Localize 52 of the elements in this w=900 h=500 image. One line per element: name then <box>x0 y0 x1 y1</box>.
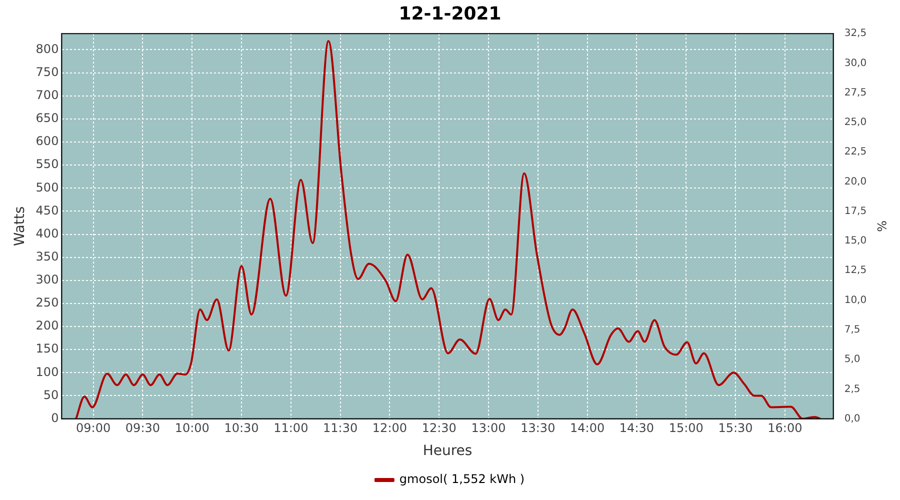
y2-tick-label: 20,0 <box>844 176 867 188</box>
y-tick-label: 300 <box>36 272 59 287</box>
y-tick-label: 200 <box>36 318 59 333</box>
y2-tick-label: 12,5 <box>844 265 867 276</box>
x-tick-label: 13:30 <box>520 421 556 436</box>
x-tick-label: 09:30 <box>125 421 160 436</box>
x-axis-title: Heures <box>422 443 472 460</box>
y-tick-label: 250 <box>36 296 59 310</box>
y-tick-label: 700 <box>36 88 59 102</box>
y-tick-label: 500 <box>36 180 59 194</box>
y-tick-label: 750 <box>36 64 59 79</box>
x-tick-label: 11:30 <box>323 421 358 436</box>
x-tick-label: 12:30 <box>422 421 456 436</box>
y-tick-label: 650 <box>36 111 59 126</box>
y2-tick-label: 22,5 <box>844 146 867 158</box>
x-tick-label: 13:00 <box>471 421 506 436</box>
y-tick-label: 600 <box>36 134 59 148</box>
chart-title: 12-1-2021 <box>398 3 502 24</box>
y2-tick-label: 7,5 <box>844 324 860 336</box>
y-tick-label: 50 <box>43 388 59 402</box>
y2-tick-label: 32,5 <box>844 28 867 40</box>
y-tick-label: 100 <box>36 364 59 379</box>
y2-tick-label: 17,5 <box>844 206 867 217</box>
y2-tick-label: 2,5 <box>844 384 860 395</box>
y-tick-label: 150 <box>36 342 59 356</box>
x-tick-label: 10:30 <box>224 421 259 436</box>
y-tick-label: 450 <box>36 203 59 218</box>
x-tick-label: 10:00 <box>174 421 210 436</box>
x-tick-label: 09:00 <box>76 421 111 436</box>
y-tick-label: 550 <box>36 157 59 172</box>
x-tick-label: 12:00 <box>372 421 408 436</box>
x-tick-label: 14:00 <box>570 421 605 436</box>
y-tick-label: 400 <box>36 226 59 240</box>
x-tick-label: 14:30 <box>619 421 654 436</box>
y2-tick-label: 5,0 <box>844 354 860 366</box>
legend-label: gmosol( 1,552 kWh ) <box>399 472 525 486</box>
y2-tick-label: 25,0 <box>844 117 867 128</box>
y-axis-title: Watts <box>12 206 28 246</box>
y2-tick-label: 30,0 <box>844 58 867 69</box>
y-tick-label: 350 <box>36 249 59 264</box>
x-tick-label: 11:00 <box>274 421 308 436</box>
x-tick-label: 16:00 <box>768 421 802 436</box>
y2-tick-label: 15,0 <box>844 236 867 247</box>
x-tick-label: 15:30 <box>718 421 753 436</box>
y2-tick-label: 10,0 <box>844 294 867 306</box>
x-tick-label: 15:00 <box>668 421 704 436</box>
line-series <box>75 40 822 419</box>
y-tick-label: 800 <box>36 42 59 56</box>
y-tick-label: 0 <box>51 410 59 425</box>
y2-tick-label: 27,5 <box>844 87 867 98</box>
y2-axis-title: % <box>874 220 889 232</box>
y2-tick-label: 0,0 <box>844 413 860 424</box>
